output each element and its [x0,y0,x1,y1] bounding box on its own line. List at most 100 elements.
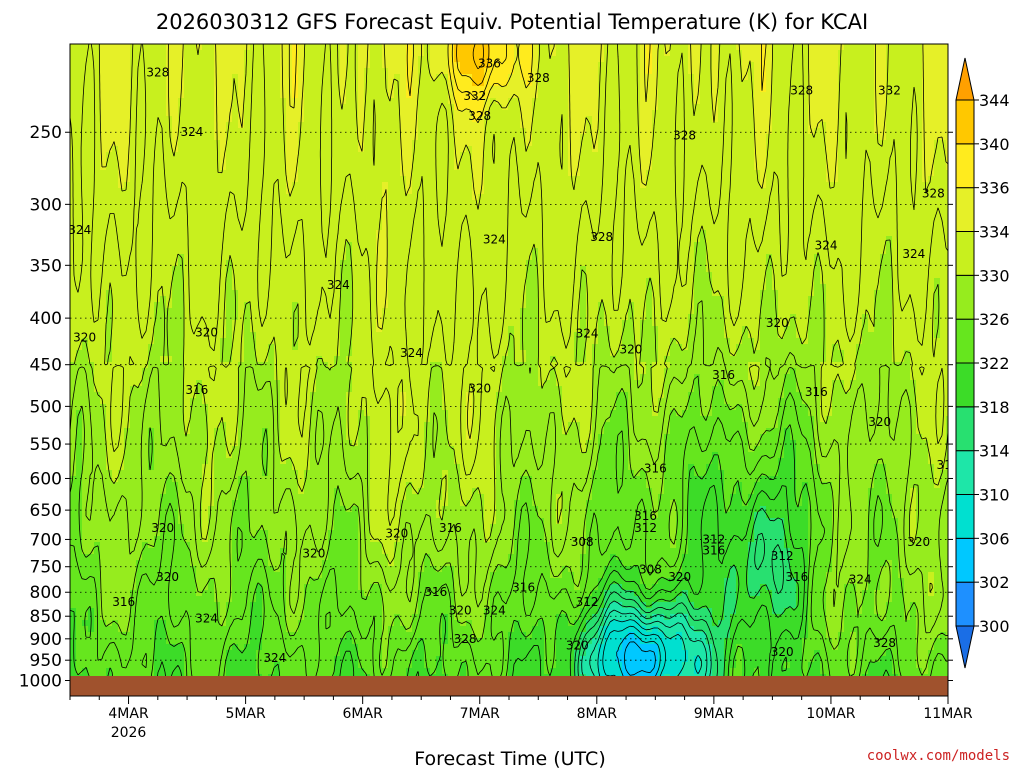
field-cell [190,164,197,171]
field-cell [220,164,227,171]
field-cell [418,206,425,213]
field-cell [706,104,713,111]
field-cell [676,212,683,219]
field-cell [796,152,803,159]
field-cell [478,230,485,237]
field-cell [904,206,911,213]
field-cell [274,200,281,207]
field-cell [646,218,653,225]
field-cell [370,236,377,243]
field-cell [802,146,809,153]
field-cell [766,182,773,189]
field-cell [766,92,773,99]
field-cell [736,134,743,141]
field-cell [712,146,719,153]
field-cell [562,92,569,99]
field-cell [388,158,395,165]
field-cell [184,122,191,129]
field-cell [826,194,833,201]
field-cell [916,56,923,63]
field-cell [238,74,245,81]
field-cell [904,200,911,207]
field-cell [430,146,437,153]
field-cell [550,140,557,147]
field-cell [490,56,497,63]
field-cell [82,176,89,183]
field-cell [772,224,779,231]
field-cell [394,236,401,243]
field-cell [670,176,677,183]
field-cell [862,182,869,189]
field-cell [682,158,689,165]
field-cell [196,92,203,99]
field-cell [358,98,365,105]
field-cell [730,98,737,105]
field-cell [904,158,911,165]
field-cell [718,50,725,57]
field-cell [706,176,713,183]
field-cell [502,134,509,141]
field-cell [682,92,689,99]
field-cell [934,74,941,81]
field-cell [898,212,905,219]
field-cell [274,134,281,141]
field-cell [478,236,485,243]
field-cell [814,50,821,57]
field-cell [286,218,293,225]
field-cell [850,230,857,237]
field-cell [472,218,479,225]
field-cell [628,44,635,51]
field-cell [316,104,323,111]
field-cell [262,182,269,189]
field-cell [616,164,623,171]
field-cell [946,140,948,147]
field-cell [586,134,593,141]
field-cell [808,68,815,75]
field-cell [790,92,797,99]
field-cell [436,98,443,105]
field-cell [316,224,323,231]
field-cell [154,170,161,177]
field-cell [730,146,737,153]
field-cell [454,110,461,117]
field-cell [400,110,407,117]
field-cell [922,230,929,237]
field-cell [424,134,431,141]
field-cell [676,200,683,207]
field-cell [652,158,659,165]
field-cell [484,134,491,141]
field-cell [274,50,281,57]
field-cell [754,80,761,87]
field-cell [784,218,791,225]
field-cell [88,230,95,237]
field-cell [160,206,167,213]
field-cell [676,50,683,57]
field-cell [580,182,587,189]
field-cell [886,242,893,249]
field-cell [718,152,725,159]
field-cell [334,218,341,225]
field-cell [562,50,569,57]
field-cell [502,170,509,177]
field-cell [742,230,749,237]
field-cell [364,80,371,87]
field-cell [436,104,443,111]
field-cell [718,158,725,165]
field-cell [850,128,857,135]
field-cell [418,122,425,129]
field-cell [904,44,911,51]
field-cell [316,74,323,81]
field-cell [106,62,113,69]
field-cell [136,68,143,75]
field-cell [922,164,929,171]
field-cell [400,152,407,159]
field-cell [106,86,113,93]
field-cell [412,98,419,105]
field-cell [814,92,821,99]
field-cell [376,236,383,243]
field-cell [898,86,905,93]
field-cell [124,122,131,129]
field-cell [790,224,797,231]
field-cell [484,74,491,81]
field-cell [856,104,863,111]
